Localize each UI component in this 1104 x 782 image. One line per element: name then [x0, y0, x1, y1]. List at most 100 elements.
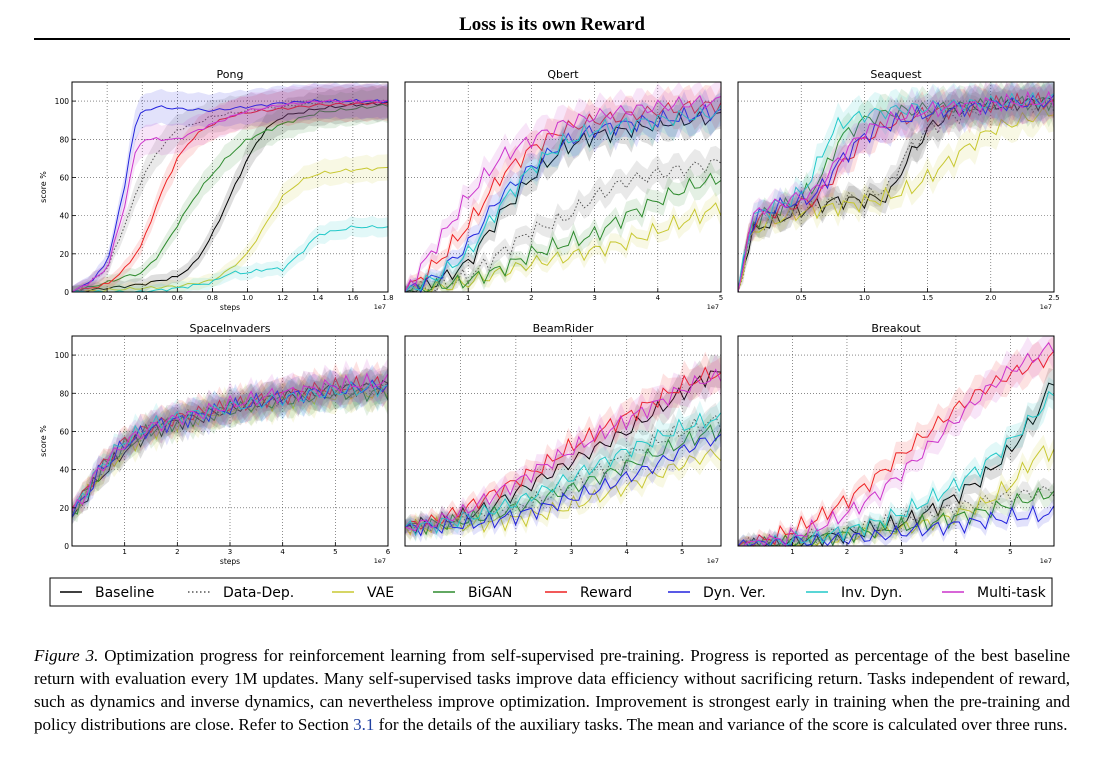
series-band-data-dep	[405, 145, 721, 292]
chart-breakout: Breakout 1 2 3 4 5 1e7	[737, 322, 1055, 565]
series-band-data-dep	[738, 82, 1054, 292]
y-tick-label: 0	[64, 542, 69, 551]
x-tick-label: 3	[592, 294, 596, 302]
legend-item-multi-task: Multi-task	[942, 585, 1047, 601]
series-line-inv-dyn	[738, 390, 1055, 547]
x-tick-label: 1.6	[347, 294, 359, 302]
legend-item-bigan: BiGAN	[433, 585, 512, 601]
y-axis-label: score %	[39, 425, 48, 457]
figure-caption: Figure 3. Optimization progress for rein…	[34, 644, 1070, 736]
chart-title: Qbert	[547, 68, 579, 81]
series-band-reward	[405, 351, 721, 537]
series-line-bigan	[404, 424, 722, 536]
series-band-baseline	[405, 95, 721, 292]
series-band-vae	[405, 437, 721, 542]
header-rule	[34, 38, 1070, 40]
chart-title: BeamRider	[533, 322, 594, 335]
series-line-vae	[405, 202, 722, 293]
series-line-data-dep	[404, 415, 722, 534]
series-line-multi-task	[71, 372, 389, 512]
x-tick-label: 0.8	[207, 294, 218, 302]
caption-text-end: for the details of the auxiliary tasks. …	[378, 715, 1068, 734]
series-band-vae	[738, 434, 1054, 546]
series-line-baseline	[737, 97, 1055, 293]
x-tick-label: 1	[466, 294, 470, 302]
chart-title: Seaquest	[870, 68, 922, 81]
plot-background	[738, 336, 1054, 546]
section-link[interactable]: 3.1	[353, 715, 375, 734]
legend-label: BiGAN	[468, 585, 512, 601]
x-axis-label: steps	[220, 557, 240, 566]
chart-title: Breakout	[871, 322, 921, 335]
y-tick-label: 20	[59, 504, 69, 513]
legend-item-vae: VAE	[332, 585, 394, 601]
x-tick-label: 6	[386, 548, 391, 556]
x-tick-label: 1.5	[922, 294, 933, 302]
series-band-data-dep	[72, 366, 388, 520]
series-band-baseline	[738, 82, 1054, 292]
series-line-inv-dyn	[404, 105, 722, 293]
x-tick-label: 0.4	[137, 294, 149, 302]
series-line-dyn-ver	[404, 433, 722, 537]
x-tick-label: 1	[458, 548, 462, 556]
x-multiplier: 1e7	[1040, 557, 1052, 565]
x-tick-label: 4	[656, 294, 661, 302]
x-tick-label: 1.0	[859, 294, 870, 302]
series-line-data-dep	[404, 158, 722, 293]
x-tick-label: 3	[569, 548, 573, 556]
series-band-inv-dyn	[738, 82, 1054, 292]
x-tick-label: 3	[228, 548, 232, 556]
x-tick-label: 4	[280, 548, 285, 556]
x-multiplier: 1e7	[1040, 303, 1052, 311]
series-line-inv-dyn	[71, 380, 389, 512]
series-band-multi-task	[738, 82, 1054, 292]
legend-label: Inv. Dyn.	[841, 585, 903, 601]
legend-item-data-dep: Data-Dep.	[188, 585, 294, 601]
x-tick-label: 5	[333, 548, 337, 556]
x-axis-label: steps	[220, 303, 240, 312]
x-tick-label: 3	[899, 548, 903, 556]
caption-text: Optimization progress for reinforcement …	[34, 646, 1071, 734]
caption-label: Figure 3.	[34, 646, 99, 665]
series-band-multi-task	[405, 353, 721, 538]
series-band-bigan	[72, 87, 388, 292]
series-band-vae	[72, 154, 388, 292]
y-tick-label: 80	[59, 135, 69, 144]
series-line-reward	[71, 375, 389, 509]
series-band-reward	[738, 336, 1054, 546]
x-multiplier: 1e7	[707, 303, 719, 311]
series-band-inv-dyn	[72, 215, 388, 292]
x-tick-label: 0.2	[102, 294, 113, 302]
plot-background	[405, 82, 721, 292]
x-tick-label: 2.5	[1048, 294, 1059, 302]
y-tick-label: 40	[59, 212, 69, 221]
x-multiplier: 1e7	[374, 303, 386, 311]
series-band-dyn-ver	[738, 82, 1054, 292]
x-multiplier: 1e7	[707, 557, 719, 565]
series-line-baseline	[71, 101, 389, 293]
x-tick-label: 1.2	[277, 294, 288, 302]
series-line-vae	[71, 166, 389, 293]
series-band-vae	[72, 371, 388, 520]
series-band-baseline	[72, 85, 388, 292]
y-tick-label: 40	[59, 466, 69, 475]
series-line-dyn-ver	[404, 103, 722, 294]
series-band-reward	[72, 85, 388, 293]
y-tick-label: 80	[59, 389, 69, 398]
series-band-dyn-ver	[72, 364, 388, 525]
plot-frame	[71, 81, 389, 293]
series-band-multi-task	[72, 358, 388, 520]
legend-label: VAE	[367, 585, 394, 601]
x-tick-label: 1.8	[382, 294, 393, 302]
series-band-multi-task	[405, 82, 721, 292]
y-tick-label: 100	[55, 97, 70, 106]
series-line-dyn-ver	[71, 98, 389, 293]
legend-label: Data-Dep.	[223, 585, 294, 601]
legend-item-baseline: Baseline	[60, 585, 154, 601]
x-tick-label: 5	[1008, 548, 1012, 556]
series-line-multi-task	[404, 94, 722, 293]
series-band-dyn-ver	[405, 422, 721, 543]
